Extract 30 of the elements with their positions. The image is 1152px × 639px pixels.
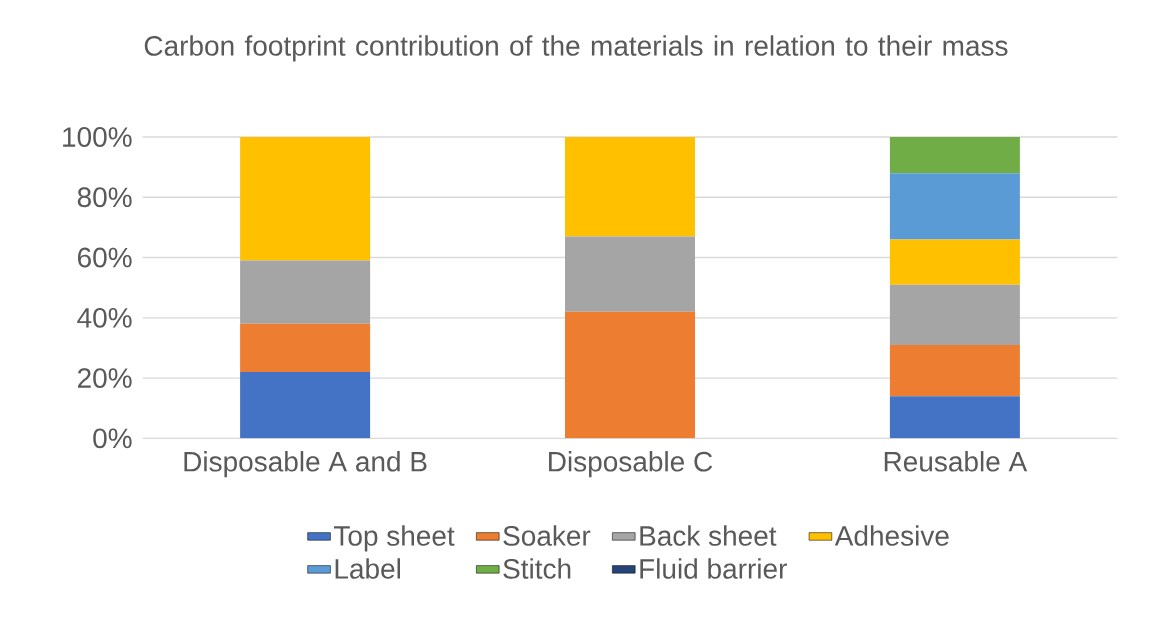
legend-label: Back sheet — [640, 525, 777, 546]
bar — [889, 173, 1020, 240]
bar — [889, 284, 1020, 345]
bar — [240, 260, 371, 324]
bar — [889, 396, 1020, 439]
y-tick-label: 20% — [77, 368, 132, 388]
bar — [240, 323, 371, 373]
legend-label: Adhesive — [834, 525, 949, 546]
bar — [240, 372, 371, 439]
legend-label: Top sheet — [333, 525, 455, 552]
bar — [565, 137, 696, 237]
y-tick-label: 0% — [93, 428, 132, 449]
bar — [889, 239, 1020, 285]
y-tick-label: 40% — [77, 307, 132, 328]
bar — [565, 311, 696, 439]
y-tick-label: 100% — [63, 127, 132, 147]
bar — [889, 137, 1020, 174]
y-tick-label: 80% — [77, 187, 132, 208]
x-tick-label: Disposable C — [549, 451, 713, 478]
chart-title: Carbon footprint contribution of the materials in relation to their mass — [144, 35, 1008, 62]
legend-label: Fluid barrier — [640, 558, 787, 579]
x-tick-label: Reusable A — [884, 451, 1028, 472]
legend-label: Label — [335, 558, 400, 579]
x-tick-label: Disposable A and B — [184, 451, 427, 478]
legend-label: Soaker — [503, 525, 591, 546]
legend-label: Stitch — [503, 558, 571, 579]
y-tick-label: 60% — [78, 247, 132, 268]
bar — [889, 344, 1020, 397]
bar — [565, 236, 696, 312]
bar — [240, 137, 371, 261]
